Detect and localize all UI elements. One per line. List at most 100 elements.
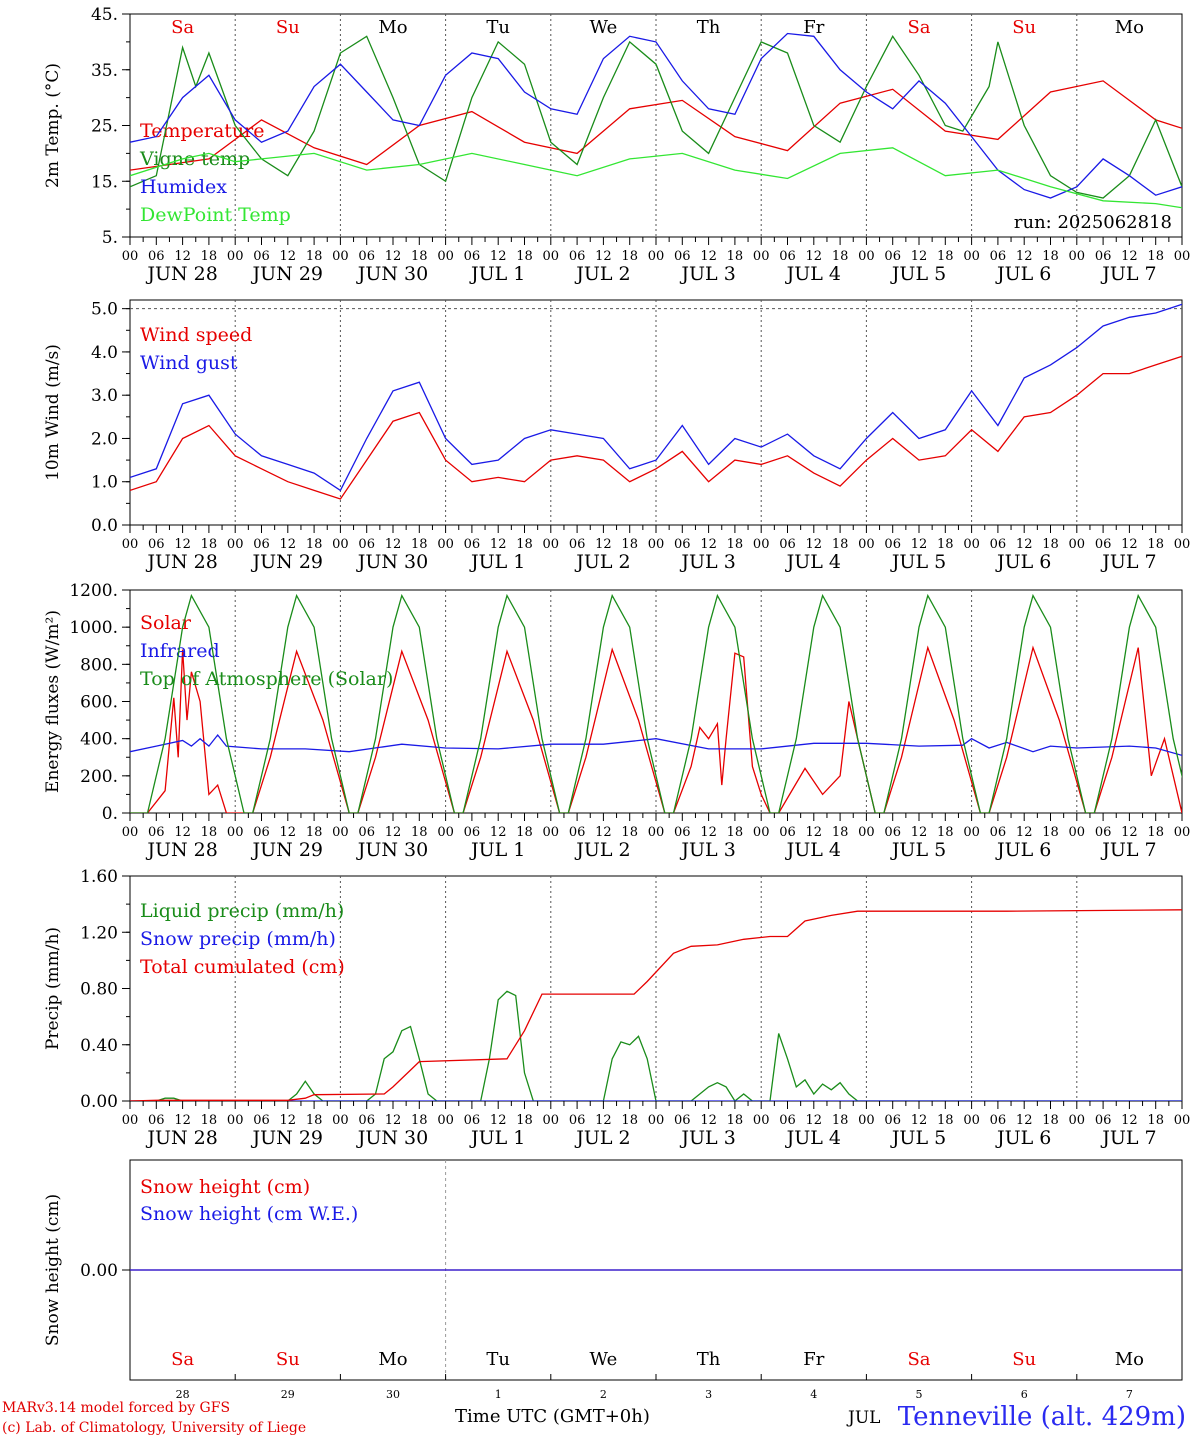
x-hour-label: 12 bbox=[806, 537, 823, 552]
y-tick-label: 45. bbox=[91, 5, 118, 25]
bottom-day-number: 30 bbox=[386, 1388, 400, 1401]
x-hour-label: 18 bbox=[201, 825, 218, 840]
x-hour-label: 18 bbox=[411, 249, 428, 264]
x-date-label: JUN 28 bbox=[145, 551, 217, 573]
legend-entry: DewPoint Temp bbox=[140, 204, 291, 226]
bottom-day-number: 6 bbox=[1021, 1388, 1028, 1401]
x-hour-label: 18 bbox=[516, 1113, 533, 1128]
x-hour-label: 06 bbox=[674, 537, 691, 552]
x-hour-label: 18 bbox=[1042, 537, 1059, 552]
x-date-label: JUL 2 bbox=[574, 839, 630, 861]
x-hour-label: 06 bbox=[1095, 537, 1112, 552]
x-hour-label: 12 bbox=[1121, 537, 1138, 552]
bottom-day-number: 28 bbox=[176, 1388, 190, 1401]
series-line-liquid-precip-mm-h- bbox=[130, 990, 1182, 1101]
x-hour-label: 12 bbox=[490, 1113, 507, 1128]
x-hour-label: 00 bbox=[858, 1113, 875, 1128]
x-date-label: JUL 5 bbox=[890, 1127, 946, 1149]
x-hour-label: 00 bbox=[1174, 825, 1191, 840]
x-hour-label: 00 bbox=[122, 1113, 139, 1128]
y-tick-label: 800. bbox=[80, 655, 118, 675]
x-hour-label: 06 bbox=[674, 249, 691, 264]
x-hour-label: 12 bbox=[1121, 249, 1138, 264]
panel-3: 0. 200. 400. 600. 800. 1000. 1200. Energy fluxe… bbox=[43, 581, 1191, 861]
x-hour-label: 18 bbox=[727, 537, 744, 552]
y-tick-label: 0.80 bbox=[80, 980, 118, 1000]
x-hour-label: 00 bbox=[227, 537, 244, 552]
x-date-label: JUL 7 bbox=[1100, 551, 1156, 573]
x-hour-label: 00 bbox=[858, 249, 875, 264]
x-date-label: JUL 2 bbox=[574, 263, 630, 285]
x-hour-label: 18 bbox=[1147, 1113, 1164, 1128]
x-hour-label: 00 bbox=[648, 825, 665, 840]
y-tick-label: 1200. bbox=[69, 581, 118, 601]
x-date-label: JUL 1 bbox=[469, 551, 525, 573]
legend-entry: Liquid precip (mm/h) bbox=[140, 900, 344, 922]
x-hour-label: 00 bbox=[543, 1113, 560, 1128]
x-hour-label: 18 bbox=[727, 1113, 744, 1128]
x-hour-label: 00 bbox=[122, 825, 139, 840]
x-hour-label: 00 bbox=[753, 1113, 770, 1128]
y-tick-label: 2.0 bbox=[91, 429, 118, 449]
x-hour-label: 12 bbox=[806, 1113, 823, 1128]
x-hour-label: 00 bbox=[1174, 1113, 1191, 1128]
x-hour-label: 12 bbox=[700, 825, 717, 840]
series-line-top-of-atmosphere-solar- bbox=[130, 593, 1182, 813]
y-axis-label: 10m Wind (m/s) bbox=[43, 344, 63, 481]
bottom-day-number: 29 bbox=[281, 1388, 295, 1401]
x-hour-label: 18 bbox=[621, 825, 638, 840]
x-hour-label: 06 bbox=[779, 825, 796, 840]
weekday-label: Sa bbox=[907, 17, 930, 38]
x-hour-label: 00 bbox=[543, 249, 560, 264]
weekday-label: Mo bbox=[378, 1349, 407, 1370]
x-hour-label: 18 bbox=[937, 249, 954, 264]
bottom-month-label: JUL bbox=[848, 1408, 881, 1428]
x-hour-label: 18 bbox=[1042, 1113, 1059, 1128]
x-hour-label: 06 bbox=[779, 537, 796, 552]
x-hour-label: 06 bbox=[464, 825, 481, 840]
x-hour-label: 06 bbox=[464, 537, 481, 552]
x-date-label: JUL 3 bbox=[679, 839, 735, 861]
x-hour-label: 06 bbox=[148, 537, 165, 552]
x-hour-label: 00 bbox=[227, 1113, 244, 1128]
x-hour-label: 06 bbox=[1095, 1113, 1112, 1128]
y-axis-label: Snow height (cm) bbox=[43, 1194, 63, 1346]
x-hour-label: 12 bbox=[1016, 537, 1033, 552]
x-hour-label: 18 bbox=[621, 249, 638, 264]
x-date-label: JUL 6 bbox=[995, 1127, 1051, 1149]
series-line-vigne-temp bbox=[130, 35, 1182, 199]
x-hour-label: 00 bbox=[1069, 249, 1086, 264]
x-hour-label: 06 bbox=[990, 825, 1007, 840]
x-date-label: JUL 7 bbox=[1100, 263, 1156, 285]
legend-entry: Top of Atmosphere (Solar) bbox=[140, 668, 393, 690]
x-hour-label: 18 bbox=[937, 825, 954, 840]
x-hour-label: 06 bbox=[148, 825, 165, 840]
x-date-label: JUL 2 bbox=[574, 551, 630, 573]
x-hour-label: 18 bbox=[306, 1113, 323, 1128]
x-hour-label: 12 bbox=[490, 537, 507, 552]
x-hour-label: 00 bbox=[437, 1113, 454, 1128]
x-hour-label: 12 bbox=[595, 825, 612, 840]
x-hour-label: 00 bbox=[963, 825, 980, 840]
y-tick-label: 0. bbox=[102, 804, 118, 824]
x-date-label: JUL 1 bbox=[469, 839, 525, 861]
x-hour-label: 06 bbox=[358, 537, 375, 552]
x-hour-label: 12 bbox=[806, 249, 823, 264]
x-date-label: JUL 2 bbox=[574, 1127, 630, 1149]
legend-entry: Total cumulated (cm) bbox=[140, 956, 345, 978]
x-date-label: JUN 30 bbox=[356, 263, 428, 285]
x-hour-label: 06 bbox=[464, 249, 481, 264]
x-hour-label: 18 bbox=[1147, 537, 1164, 552]
x-hour-label: 06 bbox=[884, 249, 901, 264]
x-hour-label: 00 bbox=[543, 537, 560, 552]
x-date-label: JUL 7 bbox=[1100, 839, 1156, 861]
x-hour-label: 18 bbox=[411, 1113, 428, 1128]
y-tick-label: 1.0 bbox=[91, 473, 118, 493]
x-date-label: JUN 29 bbox=[251, 1127, 323, 1149]
x-hour-label: 00 bbox=[437, 825, 454, 840]
y-axis-label: 2m Temp. (°C) bbox=[43, 63, 63, 188]
x-hour-label: 00 bbox=[858, 825, 875, 840]
x-hour-label: 18 bbox=[201, 1113, 218, 1128]
x-date-label: JUL 3 bbox=[679, 1127, 735, 1149]
x-hour-label: 00 bbox=[122, 537, 139, 552]
